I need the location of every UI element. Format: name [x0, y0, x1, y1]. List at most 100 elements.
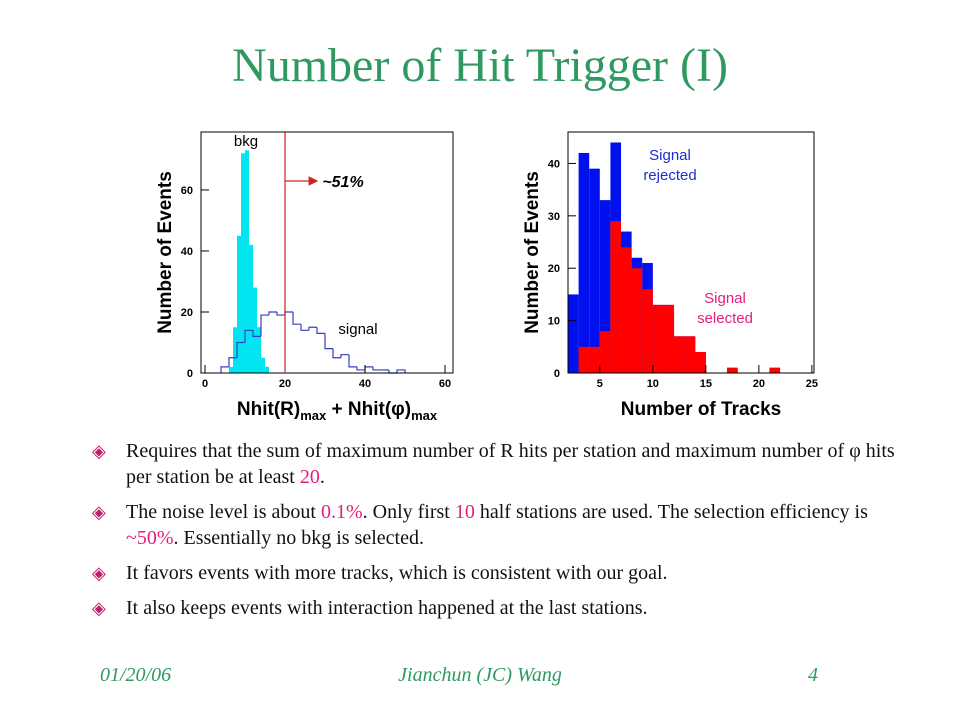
hist-step	[356, 366, 365, 371]
hist-bar	[237, 235, 241, 373]
hist-step	[324, 333, 333, 350]
hist-bar	[663, 304, 675, 373]
x-axis-label-part: + Nhit(φ)	[326, 399, 411, 420]
x-axis-label-part: max	[300, 408, 327, 423]
x-axis-label: Number of Tracks	[621, 399, 782, 420]
hist-bar	[621, 247, 632, 373]
hist-step	[228, 357, 237, 367]
bullet: The noise level is about 0.1%. Only firs…	[92, 499, 912, 551]
hist-step	[300, 324, 309, 331]
y-axis-label: Number of Events	[522, 171, 543, 334]
y-tick-label: 20	[548, 263, 560, 275]
bullet: Requires that the sum of maximum number …	[92, 438, 912, 490]
bullet-text: 0.1%	[320, 501, 363, 523]
hist-step	[332, 348, 341, 359]
hist-bar	[261, 357, 265, 373]
hist-bar	[578, 346, 590, 373]
annotation: Signal selected	[697, 290, 753, 327]
hist-bar	[652, 304, 664, 373]
hist-step	[244, 329, 253, 343]
bullet-list: Requires that the sum of maximum number …	[92, 438, 912, 630]
plot-frame	[567, 131, 815, 374]
x-axis-label-part: Nhit(R)	[237, 399, 300, 420]
hist-bar	[578, 152, 590, 373]
bullet-text: . Only first	[362, 501, 455, 523]
bullet: It also keeps events with interaction ha…	[92, 595, 912, 621]
annotation: bkg	[234, 133, 258, 150]
hist-bar	[695, 352, 706, 373]
hist-step	[308, 326, 317, 331]
y-axis-label: Number of Events	[155, 171, 176, 334]
hist-bar	[727, 367, 738, 373]
hist-bar	[241, 153, 245, 373]
hist-bar	[245, 150, 249, 373]
hist-bar	[589, 168, 600, 373]
y-tick-label: 40	[181, 246, 193, 258]
x-tick-label: 20	[753, 378, 765, 390]
hist-bar	[642, 289, 653, 373]
y-tick-label: 20	[181, 307, 193, 319]
plot-frame	[200, 131, 454, 374]
hist-bar	[769, 367, 781, 373]
y-tick-label: 30	[548, 211, 560, 223]
bullet-text: It also keeps events with interaction ha…	[126, 597, 648, 619]
hist-bar	[599, 200, 611, 373]
footer-date: 01/20/06	[100, 664, 172, 686]
hist-bar	[631, 268, 643, 373]
slide-title: Number of Hit Trigger (I)	[232, 39, 728, 92]
hist-step	[372, 366, 381, 371]
bullet-text: .	[319, 466, 325, 488]
x-tick-label: 20	[279, 378, 291, 390]
hist-step	[276, 311, 285, 316]
bullet-text: It favors events with more tracks, which…	[126, 562, 668, 584]
hist-step	[260, 314, 269, 337]
annotation: signal	[338, 321, 377, 338]
hist-bar	[229, 366, 233, 373]
bullet-text: 20	[299, 466, 320, 488]
hist-bar	[257, 327, 261, 373]
hist-bar	[253, 287, 257, 373]
bullet-text: ~50%	[126, 527, 174, 549]
hist-step	[316, 327, 325, 334]
x-tick-label: 40	[359, 378, 371, 390]
hist-step	[284, 311, 293, 316]
y-tick-label: 40	[548, 158, 560, 170]
hist-bar	[249, 244, 253, 373]
x-tick-label: 60	[439, 378, 451, 390]
y-tick-label: 0	[187, 368, 193, 380]
bullet-text: . Essentially no bkg is selected.	[173, 527, 424, 549]
hist-step	[292, 311, 301, 325]
hist-step	[268, 311, 277, 316]
hist-step	[220, 366, 229, 373]
x-tick-label: 10	[647, 378, 659, 390]
hist-bar	[684, 336, 696, 373]
bullet-text: Requires that the sum of maximum number …	[126, 440, 895, 488]
x-axis-label-part: max	[411, 408, 438, 423]
hist-bar	[233, 327, 237, 373]
x-tick-label: 15	[700, 378, 712, 390]
hist-step	[396, 369, 406, 373]
annotation: ~51%	[322, 174, 363, 191]
x-tick-label: 5	[597, 378, 603, 390]
annotation: Signal rejected	[643, 147, 696, 184]
bullet-text: half stations are used. The selection ef…	[474, 501, 868, 523]
hist-step	[252, 330, 261, 337]
hist-step	[340, 354, 349, 358]
hist-bar	[674, 336, 685, 373]
hist-step	[364, 366, 373, 370]
hist-bar	[265, 366, 269, 373]
x-tick-label: 25	[806, 378, 818, 390]
hist-bar	[568, 294, 579, 373]
y-tick-label: 0	[554, 368, 560, 380]
bullet: It favors events with more tracks, which…	[92, 560, 912, 586]
hist-bar	[610, 221, 622, 373]
y-tick-label: 10	[548, 316, 560, 328]
footer-author: Jianchun (JC) Wang	[398, 664, 562, 686]
hist-step	[348, 354, 357, 368]
hist-step	[236, 341, 245, 358]
y-tick-label: 60	[181, 185, 193, 197]
x-axis-label-part: Number of Tracks	[621, 399, 782, 420]
bullet-text: 10	[454, 501, 475, 523]
x-tick-label: 0	[202, 378, 208, 390]
